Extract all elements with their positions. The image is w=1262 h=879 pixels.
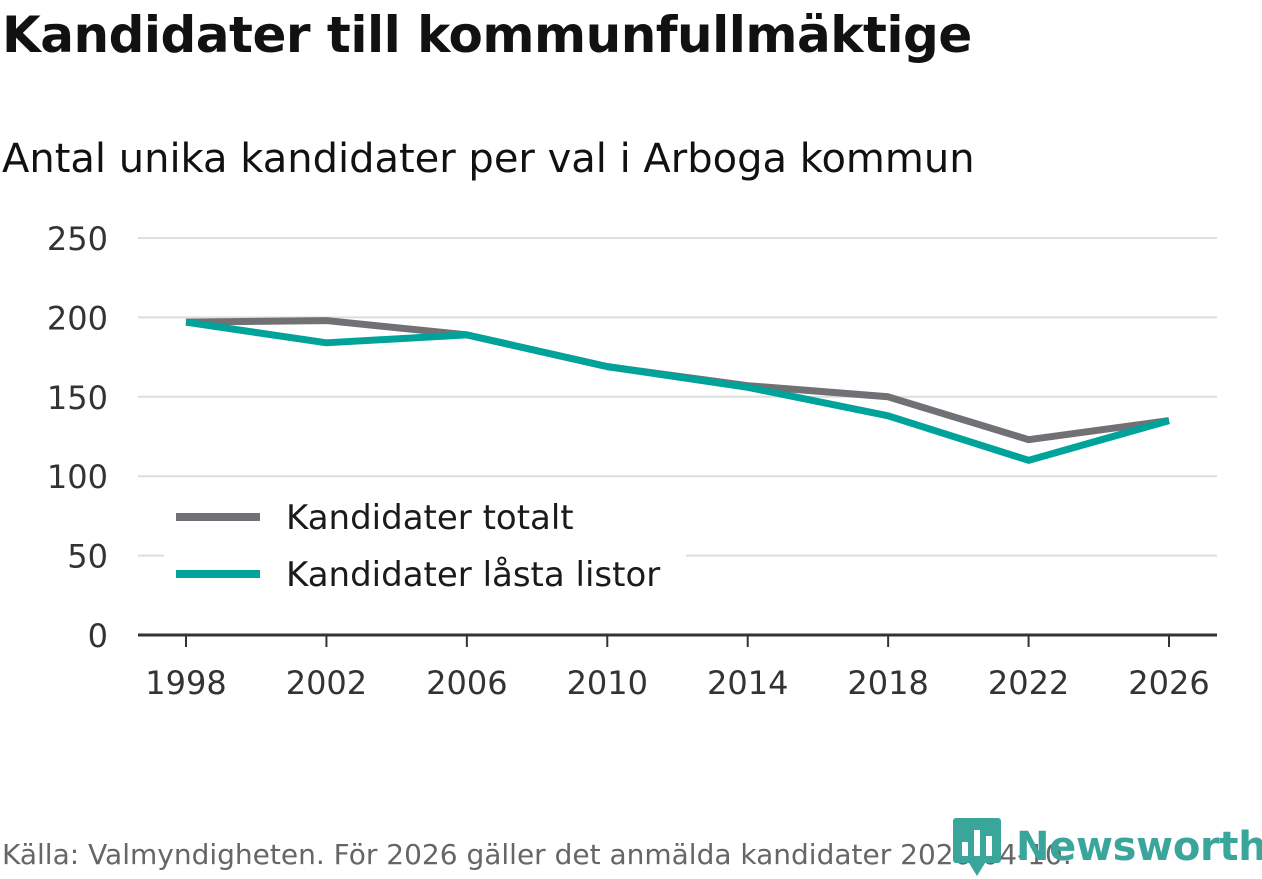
brand-logo: Newsworthy [952, 816, 1262, 878]
series-line-1 [185, 318, 1170, 464]
source-note: Källa: Valmyndigheten. För 2026 gäller d… [2, 838, 1072, 871]
legend-label: Kandidater totalt [286, 498, 574, 538]
chart-title: Kandidater till kommunfullmäktige [2, 6, 972, 64]
legend-background [164, 490, 686, 608]
line-chart: 0 50 100 150 200 250 1998 2002 2006 2010 2014 2018… [47, 220, 1217, 702]
y-axis-ticks: 0 50 100 150 200 250 [47, 220, 108, 655]
chart-subtitle: Antal unika kandidater per val i Arboga … [2, 136, 975, 182]
brand-name: Newsworthy [1016, 824, 1262, 870]
y-tick-label: 250 [47, 220, 108, 258]
y-tick-label: 150 [47, 379, 108, 417]
legend: Kandidater totalt Kandidater låsta listor [164, 490, 686, 608]
series-lines [185, 317, 1170, 464]
x-tick-label: 2018 [847, 664, 928, 702]
y-tick-label: 100 [47, 458, 108, 496]
y-tick-label: 0 [88, 617, 108, 655]
x-tick-label: 1998 [145, 664, 226, 702]
x-tick-label: 2010 [567, 664, 648, 702]
x-tick-label: 2006 [426, 664, 507, 702]
x-tick-label: 2022 [988, 664, 1069, 702]
x-tick-label: 2014 [707, 664, 788, 702]
bar-chart-icon [953, 818, 1001, 876]
x-axis-ticks: 1998 2002 2006 2010 2014 2018 2022 2026 [138, 633, 1217, 702]
x-tick-label: 2002 [286, 664, 367, 702]
legend-label: Kandidater låsta listor [286, 555, 660, 595]
y-tick-label: 50 [67, 538, 108, 576]
x-tick-label: 2026 [1128, 664, 1209, 702]
y-tick-label: 200 [47, 299, 108, 337]
